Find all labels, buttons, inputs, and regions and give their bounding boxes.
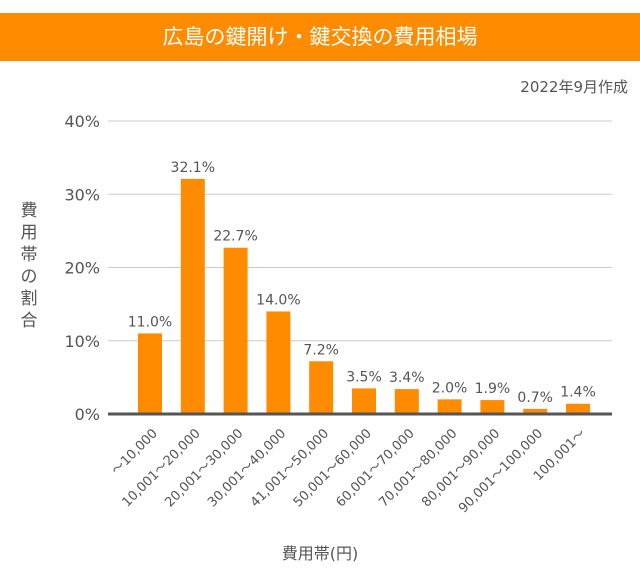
data-label: 32.1%	[171, 160, 215, 176]
data-label: 11.0%	[128, 314, 172, 330]
data-label: 2.0%	[432, 380, 468, 396]
x-tick-label: 41,001～50,000	[248, 426, 332, 510]
y-axis-label: 費用帯の割合	[20, 201, 38, 331]
data-label: 22.7%	[213, 229, 257, 245]
y-tick-label: 40%	[64, 112, 100, 131]
y-tick-label: 30%	[64, 185, 100, 204]
created-date: 2022年9月作成	[520, 78, 628, 96]
chart-title: 広島の鍵開け・鍵交換の費用相場	[0, 13, 640, 61]
x-tick-label: 50,001～60,000	[291, 426, 375, 510]
bar	[223, 247, 248, 414]
bar	[352, 388, 376, 414]
bar	[180, 178, 205, 414]
bar	[437, 399, 462, 414]
data-label: 7.2%	[303, 342, 339, 358]
data-label: 1.4%	[560, 385, 596, 401]
data-label: 14.0%	[256, 292, 300, 308]
bar	[523, 408, 548, 414]
y-tick-label: 20%	[64, 259, 100, 278]
bar	[309, 361, 334, 414]
y-tick-label: 10%	[64, 332, 100, 351]
bar	[566, 403, 590, 414]
bar	[266, 311, 291, 414]
bar	[138, 333, 162, 414]
x-tick-label: 70,001～80,000	[376, 426, 460, 510]
x-tick-label: 30,001～40,000	[205, 426, 289, 510]
x-tick-label: 60,001～70,000	[333, 426, 417, 510]
x-tick-label: 10,001～20,000	[119, 426, 203, 510]
x-tick-label: 80,001～90,000	[419, 426, 503, 510]
x-tick-label: 20,001～30,000	[162, 426, 246, 510]
data-label: 0.7%	[517, 390, 553, 406]
data-label: 3.5%	[346, 369, 382, 385]
data-label: 3.4%	[389, 370, 425, 386]
bar	[480, 400, 505, 414]
y-tick-label: 0%	[75, 405, 100, 424]
data-label: 1.9%	[475, 381, 511, 397]
bar	[394, 389, 419, 414]
x-axis-label: 費用帯(円)	[281, 544, 359, 563]
